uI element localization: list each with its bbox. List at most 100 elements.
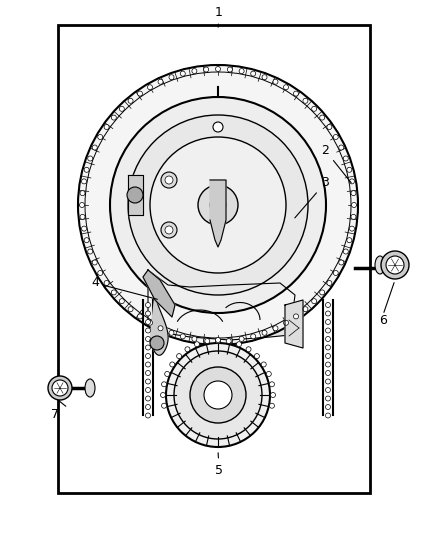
Text: 6: 6 <box>379 313 387 327</box>
Circle shape <box>80 214 85 220</box>
Polygon shape <box>210 180 226 247</box>
Circle shape <box>239 69 244 74</box>
Circle shape <box>205 338 210 344</box>
Text: 2: 2 <box>321 143 351 183</box>
Circle shape <box>119 106 124 111</box>
Circle shape <box>162 382 166 387</box>
Circle shape <box>325 370 331 376</box>
Circle shape <box>262 75 267 80</box>
Circle shape <box>165 176 173 184</box>
Circle shape <box>343 156 348 161</box>
Circle shape <box>145 336 151 342</box>
Circle shape <box>88 249 93 254</box>
Circle shape <box>119 298 124 304</box>
Circle shape <box>104 125 109 130</box>
Circle shape <box>283 85 289 90</box>
Circle shape <box>339 260 344 265</box>
Circle shape <box>145 362 151 367</box>
Circle shape <box>293 314 299 319</box>
Circle shape <box>145 303 151 308</box>
Circle shape <box>204 338 208 343</box>
Circle shape <box>312 298 317 304</box>
Polygon shape <box>143 270 175 317</box>
Circle shape <box>104 280 109 286</box>
Circle shape <box>98 271 103 276</box>
Circle shape <box>251 71 256 76</box>
Circle shape <box>161 222 177 238</box>
Circle shape <box>303 306 308 312</box>
Circle shape <box>325 336 331 342</box>
Circle shape <box>325 345 331 350</box>
Circle shape <box>128 115 308 295</box>
Circle shape <box>261 362 266 367</box>
Circle shape <box>325 362 331 367</box>
Circle shape <box>283 320 289 325</box>
Circle shape <box>254 353 259 359</box>
Circle shape <box>185 347 190 352</box>
Circle shape <box>80 203 85 207</box>
Circle shape <box>325 319 331 325</box>
Circle shape <box>80 191 85 196</box>
Circle shape <box>110 97 326 313</box>
Circle shape <box>92 260 97 265</box>
Circle shape <box>327 280 332 286</box>
Circle shape <box>325 396 331 401</box>
Circle shape <box>158 79 163 84</box>
Circle shape <box>190 367 246 423</box>
Circle shape <box>161 172 177 188</box>
Circle shape <box>145 370 151 376</box>
Circle shape <box>148 320 152 325</box>
Circle shape <box>325 303 331 308</box>
Text: 5: 5 <box>215 453 223 477</box>
Circle shape <box>325 353 331 359</box>
Circle shape <box>194 342 199 346</box>
Circle shape <box>150 137 286 273</box>
Circle shape <box>215 67 220 71</box>
Circle shape <box>350 179 354 184</box>
Circle shape <box>111 290 117 295</box>
Circle shape <box>386 256 404 274</box>
Circle shape <box>127 187 143 203</box>
Circle shape <box>381 251 409 279</box>
Circle shape <box>81 226 87 231</box>
Circle shape <box>162 403 166 408</box>
Circle shape <box>150 336 164 350</box>
Circle shape <box>158 326 163 331</box>
Circle shape <box>180 71 185 76</box>
Circle shape <box>166 343 270 447</box>
Circle shape <box>145 311 151 316</box>
Circle shape <box>269 403 275 408</box>
Circle shape <box>165 226 173 234</box>
Ellipse shape <box>85 379 95 397</box>
Circle shape <box>198 185 238 225</box>
Circle shape <box>84 238 89 243</box>
Circle shape <box>325 387 331 392</box>
Circle shape <box>177 353 182 359</box>
Circle shape <box>145 345 151 350</box>
Circle shape <box>325 328 331 333</box>
Circle shape <box>333 271 338 276</box>
Circle shape <box>169 75 174 80</box>
Circle shape <box>293 91 299 96</box>
Circle shape <box>325 413 331 418</box>
Circle shape <box>84 167 89 172</box>
Circle shape <box>145 405 151 409</box>
Circle shape <box>351 214 356 220</box>
Polygon shape <box>150 295 168 356</box>
Circle shape <box>81 179 87 184</box>
Circle shape <box>303 98 308 103</box>
Circle shape <box>128 306 133 312</box>
Circle shape <box>138 91 142 96</box>
Circle shape <box>269 382 275 387</box>
Circle shape <box>213 122 223 132</box>
Circle shape <box>170 362 175 367</box>
Circle shape <box>320 115 325 120</box>
Circle shape <box>169 330 174 335</box>
Circle shape <box>52 380 68 396</box>
Circle shape <box>145 396 151 401</box>
Circle shape <box>227 67 232 72</box>
Circle shape <box>192 69 197 74</box>
Circle shape <box>325 311 331 316</box>
Circle shape <box>145 328 151 333</box>
Polygon shape <box>285 300 303 348</box>
